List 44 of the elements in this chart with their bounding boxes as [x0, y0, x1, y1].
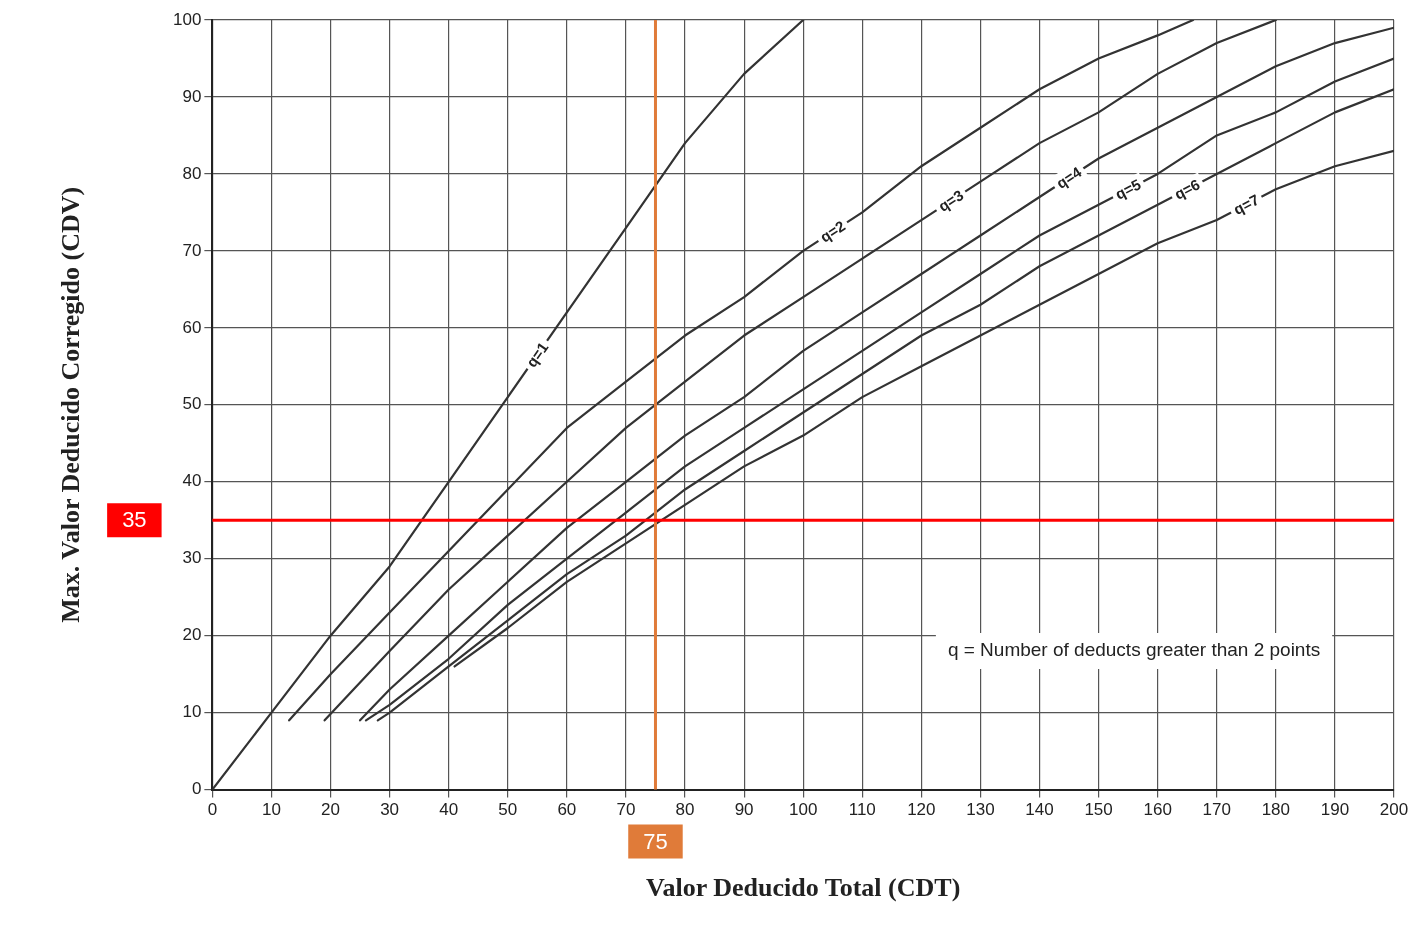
x-tick-label: 200	[1379, 800, 1409, 820]
x-tick-label: 110	[848, 800, 876, 820]
x-tick-label: 70	[616, 800, 636, 820]
x-tick-label: 190	[1320, 800, 1350, 820]
y-tick-label: 50	[182, 394, 202, 414]
x-tick-label: 20	[321, 800, 340, 820]
x-tick-label: 50	[498, 800, 518, 820]
x-tick-label: 160	[1143, 800, 1172, 820]
text: q=2	[816, 217, 849, 246]
y-tick-label: 80	[182, 163, 202, 183]
x-tick-label: 0	[207, 800, 218, 820]
y-tick-label: 30	[182, 548, 202, 568]
y-tick-label: 40	[182, 471, 202, 491]
x-tick-label: 170	[1202, 800, 1231, 820]
x-tick-label: 40	[439, 800, 459, 820]
text: q=3	[935, 186, 967, 215]
y-tick-label: 100	[172, 9, 202, 29]
text: q=6	[1171, 175, 1203, 203]
text: q=7	[1230, 190, 1262, 218]
ref-line-label: 35	[122, 507, 147, 533]
x-tick-label: 100	[788, 800, 818, 820]
annotation: q = Number of deducts greater than 2 points	[947, 639, 1321, 661]
text: q=4	[1053, 162, 1086, 192]
y-tick-label: 10	[182, 702, 202, 722]
x-tick-label: 180	[1261, 800, 1291, 820]
x-tick-label: 120	[907, 800, 936, 820]
x-tick-label: 80	[675, 800, 695, 820]
text: q=1	[522, 338, 552, 371]
x-tick-label: 130	[966, 800, 995, 820]
x-tick-label: 30	[380, 800, 400, 820]
x-tick-label: 10	[261, 800, 281, 820]
x-tick-label: 150	[1084, 800, 1113, 820]
y-tick-label: 20	[182, 625, 202, 645]
y-tick-label: 0	[191, 779, 202, 799]
y-tick-label: 70	[182, 240, 202, 260]
y-tick-label: 90	[182, 86, 202, 106]
x-tick-label: 90	[734, 800, 754, 820]
y-axis-title: Max. Valor Deducido Corregido (CDV)	[56, 186, 86, 623]
x-tick-label: 60	[557, 800, 577, 820]
x-axis-title: Valor Deducido Total (CDT)	[646, 873, 961, 903]
text: q=5	[1112, 175, 1144, 203]
x-tick-label: 140	[1025, 800, 1054, 820]
y-tick-label: 60	[182, 317, 202, 337]
ref-line-label: 75	[643, 828, 668, 854]
